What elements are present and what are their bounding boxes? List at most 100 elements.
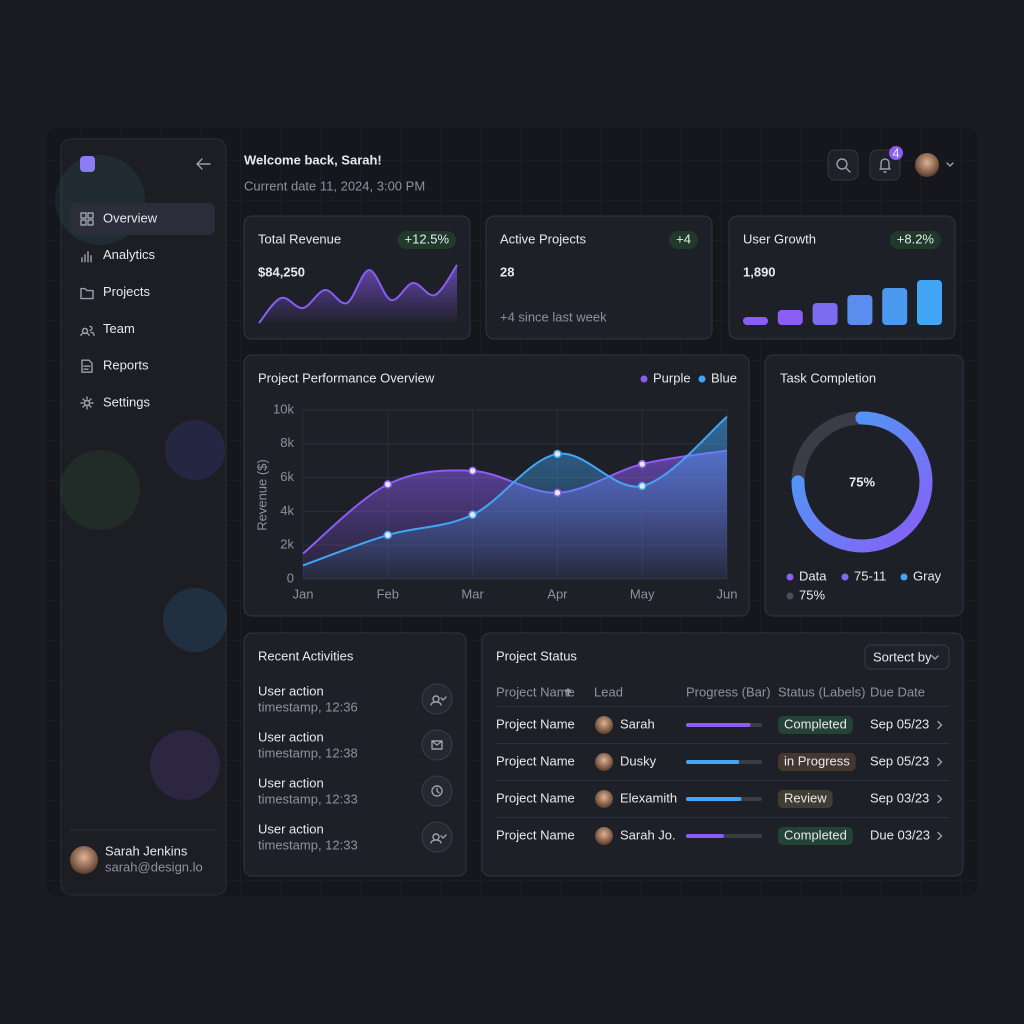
nav-item[interactable]: Team: [103, 321, 135, 336]
status-badge: [778, 716, 853, 734]
column-header[interactable]: Project Name: [496, 684, 575, 699]
column-header[interactable]: Due Date: [870, 684, 925, 699]
activity-icon: [430, 695, 447, 706]
notification-badge: [889, 146, 903, 160]
blur-decoration: [165, 420, 225, 480]
nav-icon: [81, 251, 92, 263]
nav-icon: [81, 359, 93, 373]
sparkline: [258, 264, 458, 324]
y-axis-label: Revenue ($): [254, 459, 269, 531]
legend-label: Blue: [711, 370, 737, 385]
nav-item[interactable]: Analytics: [103, 247, 156, 262]
column-header[interactable]: Lead: [594, 684, 623, 699]
growth-bar: [917, 280, 942, 325]
row-chevron[interactable]: [937, 757, 943, 767]
logo: [80, 156, 95, 172]
growth-bar: [847, 295, 873, 325]
data-point[interactable]: [383, 530, 393, 540]
task-card: [764, 354, 964, 617]
search-button[interactable]: [827, 149, 859, 181]
progress-bar: [686, 834, 724, 838]
nav-item[interactable]: Projects: [103, 284, 150, 299]
data-point[interactable]: [468, 466, 477, 476]
nav-item[interactable]: Reports: [103, 358, 149, 373]
legend-swatch: [786, 573, 794, 581]
project-name: Project Name: [496, 827, 575, 842]
lead-name: Dusky: [620, 753, 657, 768]
row-chevron[interactable]: [937, 720, 943, 730]
section-title: Project Status: [496, 648, 577, 663]
profile-menu[interactable]: [946, 162, 954, 167]
status-label: Completed: [784, 716, 847, 731]
search-icon: [836, 158, 848, 170]
x-tick-label: Jun: [717, 586, 738, 601]
kpi-change: +8.2%: [897, 231, 935, 246]
kpi-change: +12.5%: [405, 231, 450, 246]
row-chevron[interactable]: [937, 831, 943, 841]
activity-title: User action: [258, 821, 324, 836]
sidebar: [60, 138, 227, 896]
blur-decoration: [60, 450, 140, 530]
search-icon: [845, 167, 851, 173]
legend-label: Data: [799, 568, 827, 583]
legend-label: 75%: [799, 587, 825, 602]
kpi-change-pill: [889, 231, 941, 249]
status-badge: [778, 753, 856, 771]
lead-name: Elexamith: [620, 790, 677, 805]
kpi-change: +4: [676, 231, 691, 246]
activities-card: [243, 632, 467, 877]
chart-title: Project Performance Overview: [258, 370, 435, 385]
y-tick-label: 2k: [280, 537, 294, 552]
legend-swatch: [640, 375, 648, 383]
lead-avatar: [595, 716, 613, 734]
sort-button[interactable]: [864, 644, 950, 670]
data-point[interactable]: [468, 510, 477, 520]
due-date: Sep 05/23: [870, 716, 929, 731]
due-date: Sep 03/23: [870, 790, 929, 805]
column-header[interactable]: Progress (Bar): [686, 684, 771, 699]
activity-icon-bg: [421, 821, 453, 853]
kpi-label: User Growth: [743, 231, 816, 246]
nav-item[interactable]: Settings: [103, 394, 150, 409]
lead-name: Sarah: [620, 716, 655, 731]
user-avatar: [70, 846, 98, 874]
x-tick-label: Mar: [461, 586, 484, 601]
y-tick-label: 8k: [280, 435, 294, 450]
nav-item[interactable]: Overview: [103, 210, 158, 225]
bell-icon: [879, 158, 891, 173]
nav-icon: [80, 287, 94, 300]
y-tick-label: 4k: [280, 503, 294, 518]
activity-time: timestamp, 12:36: [258, 699, 358, 714]
status-label: in Progress: [784, 753, 850, 768]
kpi-label: Total Revenue: [258, 231, 341, 246]
data-point[interactable]: [637, 459, 647, 469]
kpi-value: 1,890: [743, 264, 776, 279]
legend-swatch: [698, 375, 706, 383]
collapse-button[interactable]: [196, 158, 211, 170]
kpi-value: $84,250: [258, 264, 305, 279]
chart-title: Task Completion: [780, 370, 876, 385]
profile-avatar[interactable]: [915, 153, 939, 177]
donut-label: 75%: [849, 474, 875, 489]
section-title: Recent Activities: [258, 648, 354, 663]
data-point[interactable]: [637, 481, 647, 491]
series-area: [303, 416, 727, 579]
legend-swatch: [786, 592, 794, 600]
data-point[interactable]: [383, 480, 393, 489]
status-badge: [778, 790, 833, 808]
nav-active: [70, 203, 215, 235]
data-point[interactable]: [553, 488, 562, 498]
activity-icon: [430, 833, 447, 844]
status-badge: [778, 827, 853, 845]
row-chevron[interactable]: [937, 794, 943, 804]
sort-arrow: [564, 688, 572, 697]
legend-swatch: [900, 573, 908, 581]
legend-label: Gray: [913, 568, 942, 583]
activity-title: User action: [258, 729, 324, 744]
lead-avatar: [595, 753, 613, 771]
data-point[interactable]: [553, 449, 562, 459]
activity-title: User action: [258, 775, 324, 790]
project-name: Project Name: [496, 753, 575, 768]
column-header[interactable]: Status (Labels): [778, 684, 865, 699]
